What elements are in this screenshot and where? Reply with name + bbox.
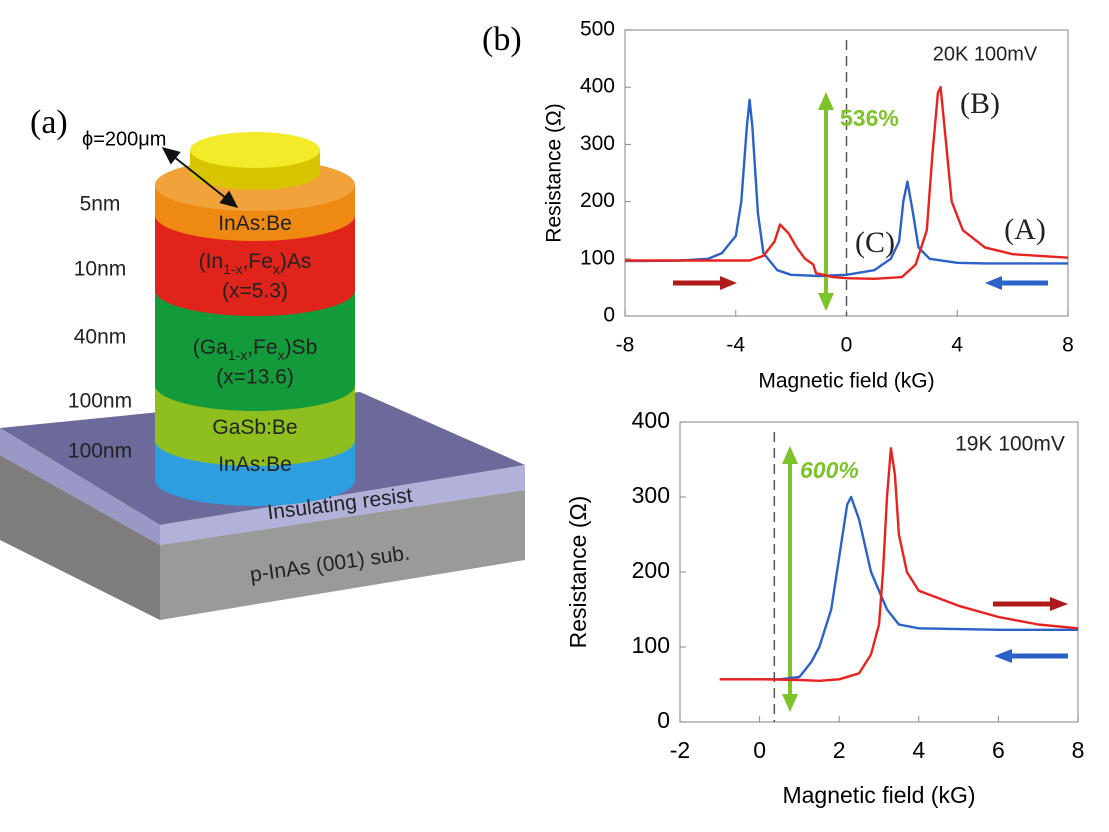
- data-line: [624, 98, 1068, 278]
- y-tick-label: 200: [632, 557, 670, 583]
- diameter-label: ϕ=200μm: [82, 128, 166, 150]
- thickness-label: 100nm: [68, 390, 132, 413]
- layer-label: GaSb:Be: [212, 416, 297, 439]
- y-tick-label: 400: [580, 75, 615, 98]
- x-axis-label: Magnetic field (kG): [758, 370, 934, 393]
- layer-label: InAs:Be: [218, 212, 292, 235]
- electrode-top: [190, 132, 320, 168]
- layer-label-part: InAs:Be: [218, 212, 292, 235]
- layer-label-part: (Ga: [193, 336, 228, 359]
- layer-label-part: GaSb:Be: [212, 416, 297, 439]
- y-axis-label: Resistance (Ω): [543, 103, 566, 242]
- x-tick-label: -8: [616, 334, 635, 357]
- annotation: (A): [1004, 213, 1046, 246]
- layer-label-part: InAs:Be: [218, 453, 292, 476]
- annotation: (B): [960, 87, 1000, 120]
- x-tick-label: 6: [992, 737, 1005, 763]
- annotation: 600%: [800, 457, 859, 483]
- x-tick-label: 2: [833, 737, 846, 763]
- layer: [155, 215, 355, 316]
- plot-frame: [679, 421, 1079, 723]
- y-tick-label: 500: [580, 18, 615, 41]
- x-axis-label: Magnetic field (kG): [782, 782, 975, 808]
- layer-label-part: x: [278, 347, 285, 363]
- x-tick-label: 0: [753, 737, 766, 763]
- layer-label-part: ,Fe: [247, 336, 277, 359]
- x-tick-label: 8: [1072, 737, 1085, 763]
- diameter-arrow: [161, 147, 239, 208]
- data-line: [719, 447, 1079, 682]
- y-axis-label: Resistance (Ω): [565, 496, 591, 649]
- y-tick-label: 200: [580, 189, 615, 212]
- panel-label: (b): [482, 21, 522, 58]
- thickness-label: 10nm: [74, 258, 127, 281]
- x-tick-label: -2: [670, 737, 690, 763]
- data-line: [719, 495, 1078, 681]
- panel-label: (a): [30, 104, 68, 141]
- y-tick-label: 300: [580, 132, 615, 155]
- layer-label-part: 1-x: [223, 261, 242, 277]
- x-tick-label: 4: [951, 334, 963, 357]
- layer-label-part: )Sb: [285, 336, 318, 359]
- x-tick-label: 4: [912, 737, 925, 763]
- layer-label: (Ga1-x,Fex)Sb: [193, 336, 318, 363]
- thickness-label: 5nm: [80, 193, 121, 216]
- y-tick-label: 0: [603, 304, 615, 327]
- composition-label: (x=13.6): [216, 366, 294, 389]
- layer-label-part: ,Fe: [243, 250, 273, 273]
- annotation: (C): [855, 226, 895, 259]
- layer-label-part: )As: [280, 250, 312, 273]
- layer-label-part: x: [273, 261, 280, 277]
- annotation: 19K 100mV: [955, 433, 1065, 456]
- y-tick-label: 0: [657, 707, 670, 733]
- x-tick-label: 0: [841, 334, 853, 357]
- x-tick-label: -4: [726, 334, 745, 357]
- y-tick-label: 100: [580, 246, 615, 269]
- y-tick-label: 300: [632, 482, 670, 508]
- layer-label: (In1-x,Fex)As: [199, 250, 312, 277]
- layer-label-part: (In: [199, 250, 224, 273]
- layer-label: InAs:Be: [218, 453, 292, 476]
- layer-stack: 5nm10nm40nm100nm100nmInAs:Be(In1-x,Fex)A…: [68, 132, 355, 506]
- sweep-arrows: [673, 92, 1068, 712]
- x-tick-label: 8: [1062, 334, 1074, 357]
- thickness-label: 100nm: [68, 440, 132, 463]
- annotation: 536%: [840, 105, 899, 131]
- layer-label-part: 1-x: [228, 347, 247, 363]
- y-tick-label: 400: [632, 407, 670, 433]
- annotation: 20K 100mV: [933, 43, 1038, 65]
- data-line: [625, 86, 1069, 280]
- composition-label: (x=5.3): [222, 280, 288, 303]
- layer: [155, 290, 355, 411]
- thickness-label: 40nm: [74, 326, 127, 349]
- y-tick-label: 100: [632, 632, 670, 658]
